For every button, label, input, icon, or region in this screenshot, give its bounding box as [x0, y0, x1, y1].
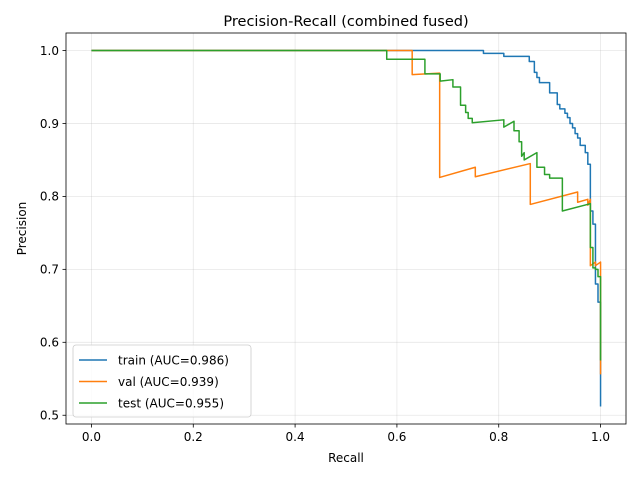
y-tick-label: 0.9 [40, 117, 59, 131]
y-tick-label: 0.6 [40, 336, 59, 350]
axes-frame [65, 32, 627, 425]
legend-entry-0: train (AUC=0.986) [118, 353, 229, 367]
x-tick-label: 0.0 [82, 430, 101, 444]
chart-title: Precision-Recall (combined fused) [223, 14, 468, 30]
y-tick-label: 0.8 [40, 190, 59, 204]
legend-entry-1: val (AUC=0.939) [118, 375, 219, 389]
grid [66, 33, 626, 424]
series-line-2 [91, 49, 602, 361]
legend-box [72, 344, 252, 418]
series-layer [91, 49, 602, 407]
x-tick-label: 0.2 [184, 430, 203, 444]
y-tick-label: 0.5 [40, 409, 59, 423]
x-tick-label: 0.6 [387, 430, 406, 444]
x-axis-title: Recall [328, 451, 364, 465]
series-line-0 [91, 49, 602, 407]
x-tick-label: 1.0 [591, 430, 610, 444]
x-tick-label: 0.8 [489, 430, 508, 444]
legend: train (AUC=0.986) val (AUC=0.939) test (AU… [72, 344, 252, 418]
y-tick-label: 0.7 [40, 263, 59, 277]
y-tick-label: 1.0 [40, 44, 59, 58]
legend-entry-2: test (AUC=0.955) [118, 396, 224, 410]
x-tick-label: 0.4 [286, 430, 305, 444]
ticks: 0.0 0.2 0.4 0.6 0.8 1.0 0.5 0.6 0.7 0.8 0.9 1.0 [40, 44, 610, 444]
y-axis-title: Precision [15, 202, 29, 256]
